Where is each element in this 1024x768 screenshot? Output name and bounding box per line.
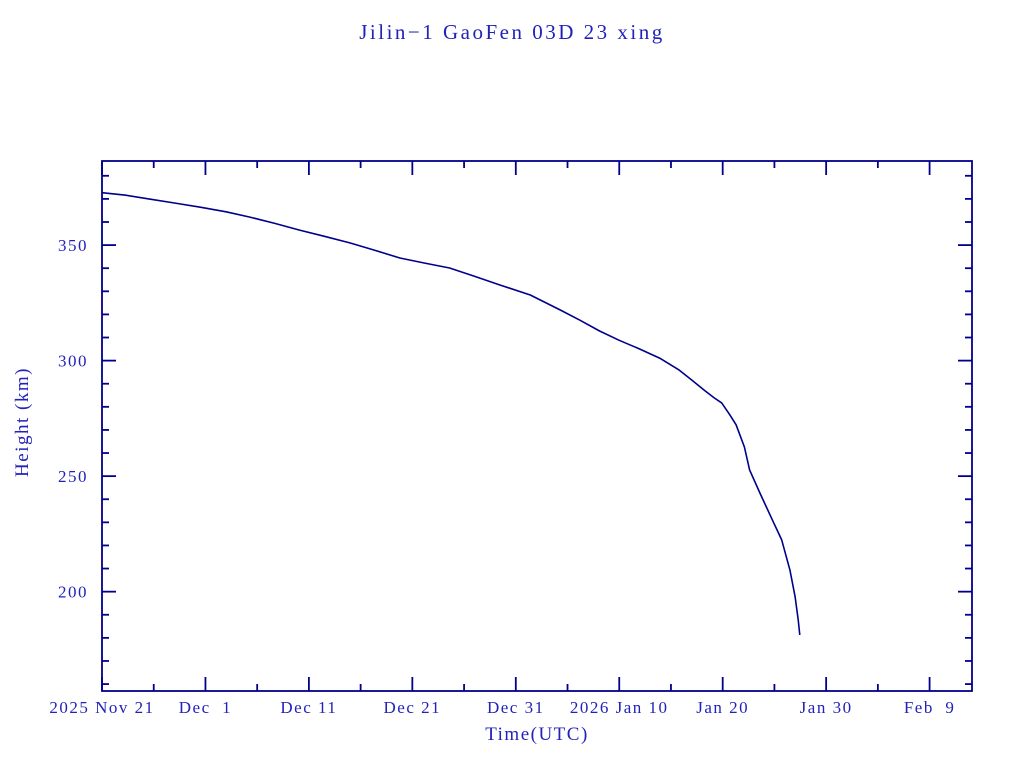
x-tick-label: Jan 30	[800, 698, 853, 717]
plot-frame	[101, 160, 973, 692]
x-tick-label: Dec 11	[280, 698, 337, 717]
height-curve	[101, 191, 801, 635]
y-axis-title: Height (km)	[12, 367, 33, 477]
y-tick-label: 300	[58, 352, 88, 371]
axis-tick-labels: 2025 Nov 21 Dec 1 Dec 11 Dec 21 Dec 31 2026 J…	[49, 236, 956, 717]
y-tick-label: 250	[58, 467, 88, 486]
x-tick-label: 2025 Nov 21	[49, 698, 154, 717]
x-tick-label: 2026 Jan 10	[570, 698, 669, 717]
x-tick-label: Dec 31	[487, 698, 545, 717]
x-axis-title: Time(UTC)	[485, 724, 589, 745]
axis-ticks	[101, 161, 972, 691]
x-tick-label: Feb 9	[904, 698, 956, 717]
y-tick-label: 200	[58, 583, 88, 602]
x-tick-label: Dec 21	[384, 698, 442, 717]
chart-title: Jilin−1 GaoFen 03D 23 xing	[359, 20, 665, 44]
x-tick-label: Dec 1	[179, 698, 232, 717]
y-tick-label: 350	[58, 236, 88, 255]
height-series-line	[101, 191, 801, 635]
x-tick-label: Jan 20	[696, 698, 749, 717]
